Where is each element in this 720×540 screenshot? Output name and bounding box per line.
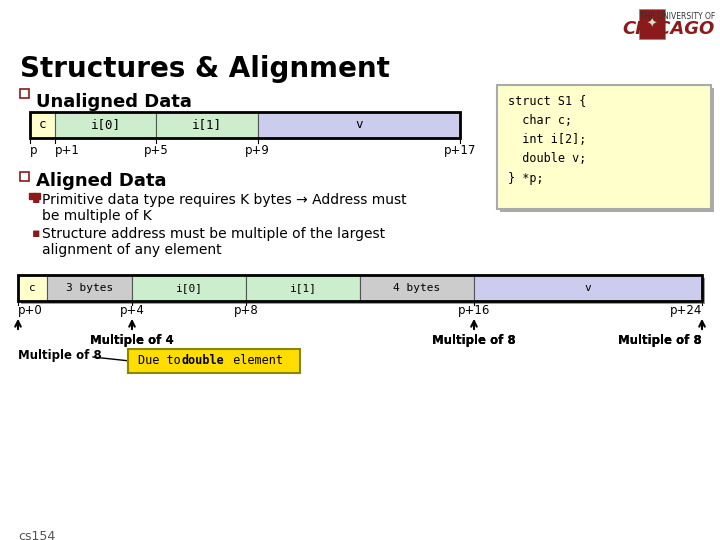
Bar <box>47 275 132 301</box>
Text: i[0]: i[0] <box>176 283 202 293</box>
Text: Multiple of 8: Multiple of 8 <box>618 334 702 347</box>
Text: double: double <box>181 354 224 368</box>
Bar <box>55 112 156 138</box>
Text: p: p <box>30 144 37 157</box>
Bar <box>258 112 460 138</box>
Text: Unaligned Data: Unaligned Data <box>36 93 192 111</box>
Bar <box>474 275 702 301</box>
Text: p+8: p+8 <box>233 304 258 317</box>
Text: THE UNIVERSITY OF: THE UNIVERSITY OF <box>640 12 715 21</box>
Text: Structures & Alignment: Structures & Alignment <box>20 55 390 83</box>
Bar <box>18 275 702 301</box>
Bar <box>30 112 460 138</box>
Bar <box>20 89 29 98</box>
Text: Multiple of 8: Multiple of 8 <box>432 334 516 347</box>
Text: ▪: ▪ <box>32 193 40 206</box>
Text: Multiple of 8: Multiple of 8 <box>18 349 102 362</box>
Text: cs154: cs154 <box>18 530 55 540</box>
Text: be multiple of K: be multiple of K <box>42 209 152 223</box>
Text: p+9: p+9 <box>246 144 270 157</box>
Text: Multiple of 8: Multiple of 8 <box>618 334 702 347</box>
FancyBboxPatch shape <box>497 85 711 209</box>
Bar <box>132 275 246 301</box>
Text: p+24: p+24 <box>670 304 702 317</box>
Text: Multiple of 4: Multiple of 4 <box>90 334 174 347</box>
Text: p+17: p+17 <box>444 144 476 157</box>
Text: v: v <box>355 118 363 132</box>
Text: c: c <box>29 283 35 293</box>
Bar <box>156 112 258 138</box>
Text: ✦: ✦ <box>647 17 657 30</box>
Text: struct S1 {
  char c;
  int i[2];
  double v;
} *p;: struct S1 { char c; int i[2]; double v; … <box>508 94 586 185</box>
Text: 4 bytes: 4 bytes <box>393 283 441 293</box>
FancyBboxPatch shape <box>128 349 300 373</box>
FancyBboxPatch shape <box>639 9 665 39</box>
Text: 3 bytes: 3 bytes <box>66 283 113 293</box>
Bar <box>360 275 474 301</box>
Text: Due to: Due to <box>138 354 188 368</box>
Text: CHICAGO: CHICAGO <box>623 20 715 38</box>
Bar <box>18 275 47 301</box>
Bar <box>246 275 360 301</box>
Text: ▪: ▪ <box>32 227 40 240</box>
Text: alignment of any element: alignment of any element <box>42 243 222 257</box>
Text: p+16: p+16 <box>458 304 490 317</box>
Text: v: v <box>585 283 591 293</box>
Text: Aligned Data: Aligned Data <box>36 172 166 190</box>
Text: p+1: p+1 <box>55 144 80 157</box>
Text: Primitive data type requires K bytes → Address must: Primitive data type requires K bytes → A… <box>42 193 407 207</box>
Text: c: c <box>39 118 46 132</box>
Text: p+5: p+5 <box>144 144 169 157</box>
Text: Multiple of 8: Multiple of 8 <box>432 334 516 347</box>
Text: p+0: p+0 <box>18 304 42 317</box>
Text: i[1]: i[1] <box>289 283 317 293</box>
Text: element: element <box>226 354 283 368</box>
Bar <box>21 278 705 304</box>
Bar <box>30 112 55 138</box>
FancyBboxPatch shape <box>500 88 714 212</box>
Text: p+4: p+4 <box>120 304 145 317</box>
Text: i[1]: i[1] <box>192 118 222 132</box>
Text: Structure address must be multiple of the largest: Structure address must be multiple of th… <box>42 227 385 241</box>
Text: Multiple of 4: Multiple of 4 <box>90 334 174 347</box>
Bar <box>20 172 29 181</box>
Text: i[0]: i[0] <box>91 118 121 132</box>
